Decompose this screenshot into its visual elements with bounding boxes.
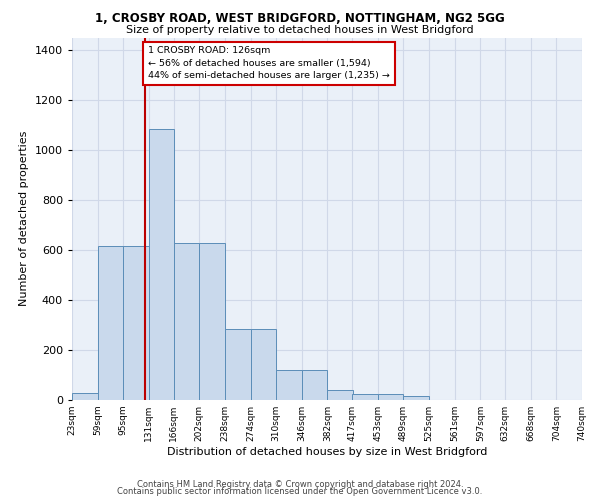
Bar	[352, 394, 378, 400]
Bar	[403, 396, 429, 400]
Bar	[123, 246, 149, 400]
Bar	[72, 392, 98, 400]
X-axis label: Distribution of detached houses by size in West Bridgford: Distribution of detached houses by size …	[167, 447, 487, 457]
Text: Contains HM Land Registry data © Crown copyright and database right 2024.: Contains HM Land Registry data © Crown c…	[137, 480, 463, 489]
Text: 1, CROSBY ROAD, WEST BRIDGFORD, NOTTINGHAM, NG2 5GG: 1, CROSBY ROAD, WEST BRIDGFORD, NOTTINGH…	[95, 12, 505, 26]
Bar	[378, 394, 403, 400]
Bar	[251, 329, 276, 400]
Text: Contains public sector information licensed under the Open Government Licence v3: Contains public sector information licen…	[118, 487, 482, 496]
Bar	[328, 390, 353, 400]
Y-axis label: Number of detached properties: Number of detached properties	[19, 131, 29, 306]
Text: 1 CROSBY ROAD: 126sqm
← 56% of detached houses are smaller (1,594)
44% of semi-d: 1 CROSBY ROAD: 126sqm ← 56% of detached …	[148, 46, 390, 80]
Bar	[98, 246, 123, 400]
Text: Size of property relative to detached houses in West Bridgford: Size of property relative to detached ho…	[126, 25, 474, 35]
Bar	[276, 370, 302, 400]
Bar	[174, 242, 199, 400]
Bar	[149, 129, 175, 400]
Bar	[302, 370, 328, 400]
Bar	[199, 242, 225, 400]
Bar	[225, 329, 251, 400]
